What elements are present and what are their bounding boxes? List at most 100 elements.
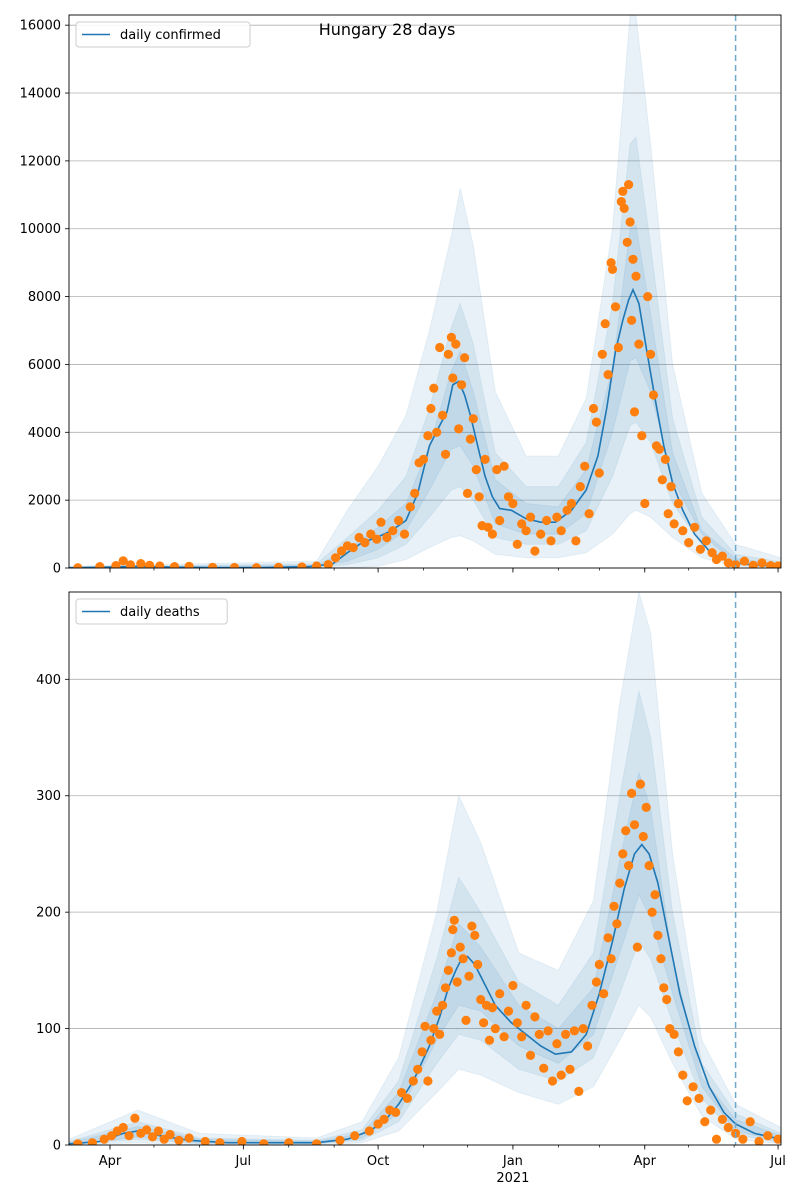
data-point <box>417 1047 427 1057</box>
data-point <box>773 561 781 568</box>
data-point <box>130 1113 140 1123</box>
data-point <box>490 1024 500 1034</box>
data-point <box>462 488 473 498</box>
data-point <box>657 475 667 485</box>
data-point <box>480 454 490 464</box>
legend-box <box>75 21 251 48</box>
series-line <box>69 843 781 1145</box>
data-point <box>627 315 637 325</box>
data-point <box>503 492 514 502</box>
y-tick-label: 300 <box>36 789 61 804</box>
data-point <box>169 562 180 568</box>
data-point <box>73 1139 83 1145</box>
data-point <box>508 498 518 509</box>
data-point <box>700 1117 710 1127</box>
data-point <box>382 532 392 543</box>
data-point <box>364 1126 374 1136</box>
data-point <box>413 1064 423 1074</box>
data-point <box>426 1035 436 1045</box>
data-point <box>460 353 470 363</box>
data-point <box>643 292 653 302</box>
data-point <box>99 1134 109 1144</box>
data-point <box>259 1139 269 1145</box>
data-point <box>397 1088 407 1098</box>
data-point <box>118 1122 128 1133</box>
data-point <box>473 959 483 970</box>
data-point <box>451 339 461 349</box>
data-point <box>609 901 619 911</box>
data-point <box>552 512 562 522</box>
uncertainty-band <box>69 592 781 1145</box>
data-point <box>717 1114 728 1124</box>
data-point <box>662 994 672 1005</box>
data-point <box>694 1093 704 1103</box>
data-point <box>184 561 194 568</box>
data-point <box>483 522 493 532</box>
data-point <box>669 1029 679 1039</box>
data-point <box>484 1035 495 1045</box>
data-point <box>379 1114 389 1124</box>
data-point <box>495 515 505 526</box>
data-point <box>625 217 635 227</box>
data-point <box>640 498 650 509</box>
data-point <box>452 977 462 987</box>
data-point <box>142 1125 152 1135</box>
data-point <box>644 861 654 871</box>
data-point <box>521 526 531 536</box>
data-point <box>487 529 497 539</box>
data-point <box>763 1131 773 1141</box>
y-tick-label: 8000 <box>28 290 61 305</box>
data-point <box>695 544 706 554</box>
data-point <box>147 1132 158 1142</box>
data-point <box>723 558 733 568</box>
data-point <box>360 538 370 548</box>
x-tick-label: Apr <box>634 1154 657 1169</box>
data-point <box>646 349 656 359</box>
data-point <box>457 380 467 390</box>
data-point <box>184 1133 194 1143</box>
x-tick-label: Jan <box>502 1154 523 1169</box>
data-point <box>208 562 218 568</box>
data-point <box>499 461 509 471</box>
data-point <box>600 319 610 329</box>
x-tick-label: Jul <box>234 1154 251 1169</box>
data-point <box>521 1000 531 1010</box>
y-tick-label: 6000 <box>28 358 61 373</box>
data-point <box>591 977 602 987</box>
data-point <box>534 1029 544 1039</box>
data-point <box>536 529 546 539</box>
data-point <box>394 515 404 526</box>
data-point <box>525 512 536 522</box>
data-point <box>323 560 333 568</box>
data-point <box>637 431 647 441</box>
data-point <box>508 980 518 991</box>
legend: daily confirmed <box>75 21 251 48</box>
legend: daily deaths <box>75 598 228 625</box>
y-tick-label: 16000 <box>20 19 61 34</box>
data-point <box>546 536 556 546</box>
data-point <box>429 1024 439 1034</box>
data-point <box>512 1018 522 1028</box>
data-point <box>556 526 566 536</box>
data-point <box>335 1135 345 1145</box>
data-point <box>757 558 767 568</box>
data-point <box>525 1050 536 1060</box>
y-tick-label: 10000 <box>20 222 61 237</box>
data-point <box>663 509 673 519</box>
data-point <box>627 788 637 799</box>
data-point <box>464 971 474 981</box>
x-tick-label: Jul <box>769 1154 786 1169</box>
data-point <box>607 264 618 274</box>
data-point <box>656 954 666 964</box>
data-point <box>594 468 604 478</box>
data-point <box>312 1139 322 1145</box>
x-tick-label: Oct <box>367 1154 389 1169</box>
data-point <box>631 271 641 281</box>
y-tick-label: 100 <box>36 1022 61 1037</box>
data-point <box>547 1076 558 1086</box>
data-point <box>458 954 468 964</box>
data-point <box>512 539 522 549</box>
data-point <box>723 1122 733 1133</box>
data-point <box>376 517 386 527</box>
axes-frame <box>68 591 782 1146</box>
